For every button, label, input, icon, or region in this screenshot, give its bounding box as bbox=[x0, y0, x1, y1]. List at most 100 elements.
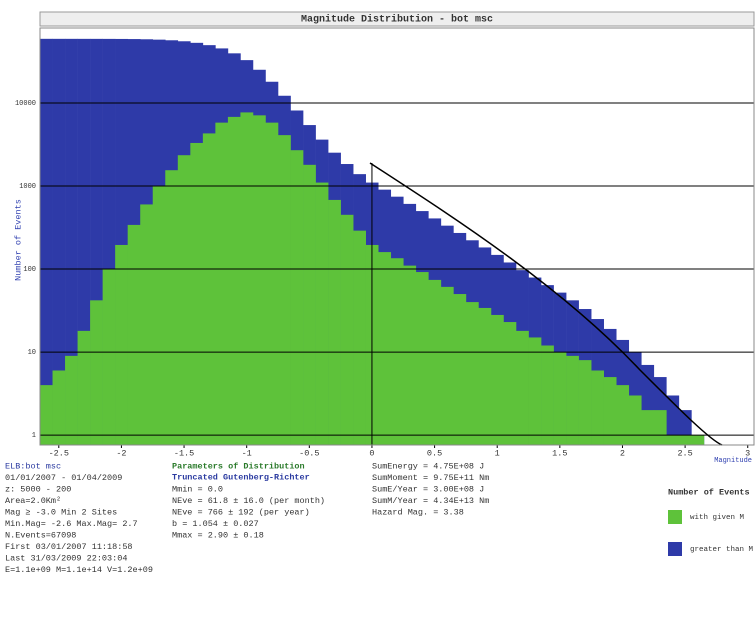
bar bbox=[516, 330, 529, 445]
legend-title: Number of Events bbox=[668, 487, 750, 497]
bar bbox=[90, 300, 103, 445]
bar bbox=[603, 377, 617, 445]
bar bbox=[478, 307, 492, 445]
param-line: b = 1.054 ± 0.027 bbox=[172, 519, 259, 529]
x-tick-label: 2 bbox=[620, 448, 625, 458]
bar bbox=[616, 385, 630, 445]
params-title: Parameters of Distribution bbox=[172, 461, 305, 471]
bar bbox=[378, 252, 392, 445]
bar bbox=[40, 385, 53, 445]
y-tick-label: 1000 bbox=[19, 183, 36, 191]
bar bbox=[403, 265, 417, 445]
title-bar bbox=[39, 11, 755, 27]
bar bbox=[528, 337, 542, 445]
x-tick-label: 1 bbox=[495, 448, 500, 458]
bar bbox=[328, 199, 341, 445]
plot-frame bbox=[39, 27, 755, 446]
chart-title: Magnitude Distribution - bot msc bbox=[301, 14, 493, 26]
x-tick-label: 2.5 bbox=[677, 448, 692, 458]
bar bbox=[453, 294, 467, 445]
bar bbox=[77, 330, 91, 445]
bar bbox=[240, 112, 254, 445]
bar bbox=[440, 286, 454, 445]
bar bbox=[541, 345, 554, 445]
bar bbox=[215, 122, 229, 445]
sum-line: Hazard Mag. = 3.38 bbox=[372, 507, 464, 517]
legend-label: greater than M bbox=[690, 546, 754, 554]
info-line: Last 31/03/2009 22:03:04 bbox=[5, 553, 127, 563]
bar bbox=[628, 395, 642, 445]
bar bbox=[641, 410, 655, 445]
bar bbox=[52, 370, 66, 445]
param-line: NEve = 61.8 ± 16.0 (per month) bbox=[172, 496, 325, 506]
bar bbox=[290, 150, 304, 445]
param-line: Mmax = 2.90 ± 0.18 bbox=[172, 530, 264, 540]
bar bbox=[52, 38, 66, 446]
bar bbox=[190, 142, 204, 445]
param-line: NEve = 766 ± 192 (per year) bbox=[172, 507, 310, 517]
y-tick-label: 1 bbox=[32, 432, 36, 440]
bar bbox=[165, 170, 179, 445]
bar bbox=[65, 355, 78, 445]
legend-swatch bbox=[668, 510, 682, 524]
bar bbox=[578, 360, 592, 445]
x-tick-label: -1 bbox=[242, 448, 252, 458]
info-line: E=1.1e+09 M=1.1e+14 V=1.2e+09 bbox=[5, 565, 153, 575]
bar bbox=[40, 38, 53, 445]
sum-line: SumMoment = 9.75E+11 Nm bbox=[372, 473, 489, 483]
x-tick-label: 0.5 bbox=[427, 448, 442, 458]
x-tick-label: -1.5 bbox=[174, 448, 194, 458]
bar bbox=[303, 164, 316, 445]
bar bbox=[65, 38, 78, 445]
y-axis-label: Number of Events bbox=[13, 199, 23, 281]
bar bbox=[428, 279, 442, 445]
legend-swatch bbox=[668, 542, 682, 556]
info-line: Mag ≥ -3.0 Min 2 Sites bbox=[5, 507, 117, 517]
bar bbox=[666, 395, 680, 445]
info-line: First 03/01/2007 11:18:58 bbox=[5, 542, 133, 552]
bar bbox=[140, 204, 154, 445]
bar bbox=[465, 302, 479, 445]
x-tick-label: -2.5 bbox=[49, 448, 69, 458]
sum-line: SumM/Year = 4.34E+13 Nm bbox=[372, 496, 489, 506]
bar bbox=[666, 435, 680, 445]
y-tick-label: 100 bbox=[23, 266, 36, 274]
x-tick-label: 3 bbox=[745, 448, 750, 458]
bar bbox=[591, 370, 604, 445]
bar bbox=[177, 155, 191, 445]
bar bbox=[340, 214, 354, 445]
x-tick-label: -2 bbox=[116, 448, 126, 458]
fit-curve bbox=[369, 162, 723, 446]
info-line: Min.Mag= -2.6 Max.Mag= 2.7 bbox=[5, 519, 138, 529]
bar bbox=[566, 355, 579, 445]
bar bbox=[102, 269, 116, 445]
info-line: ELB:bot msc bbox=[5, 461, 61, 471]
info-line: 01/01/2007 - 01/04/2009 bbox=[5, 473, 122, 483]
bar bbox=[503, 322, 517, 445]
y-tick-label: 10 bbox=[28, 349, 36, 357]
bar bbox=[553, 352, 567, 445]
bar bbox=[678, 435, 692, 445]
bar bbox=[252, 115, 266, 445]
bar bbox=[415, 272, 429, 445]
y-tick-label: 10000 bbox=[15, 100, 36, 108]
param-line: Mmin = 0.0 bbox=[172, 484, 223, 494]
x-tick-label: 1.5 bbox=[552, 448, 567, 458]
bar bbox=[353, 230, 366, 445]
bar bbox=[227, 116, 241, 445]
info-line: Area=2.0Km² bbox=[5, 496, 61, 506]
bar bbox=[115, 244, 128, 445]
bar bbox=[490, 314, 504, 445]
info-line: z: 5000 - 200 bbox=[5, 484, 71, 494]
legend-label: with given M bbox=[690, 514, 745, 522]
params-subtitle: Truncated Gutenberg-Richter bbox=[172, 472, 310, 482]
info-line: N.Events=67098 bbox=[5, 530, 76, 540]
bar bbox=[202, 133, 216, 445]
bar bbox=[691, 435, 705, 445]
x-axis-label: Magnitude bbox=[714, 457, 752, 465]
bar bbox=[278, 135, 291, 445]
sum-line: SumE/Year = 3.00E+08 J bbox=[372, 484, 484, 494]
bar bbox=[315, 182, 329, 445]
x-tick-label: -0.5 bbox=[299, 448, 319, 458]
